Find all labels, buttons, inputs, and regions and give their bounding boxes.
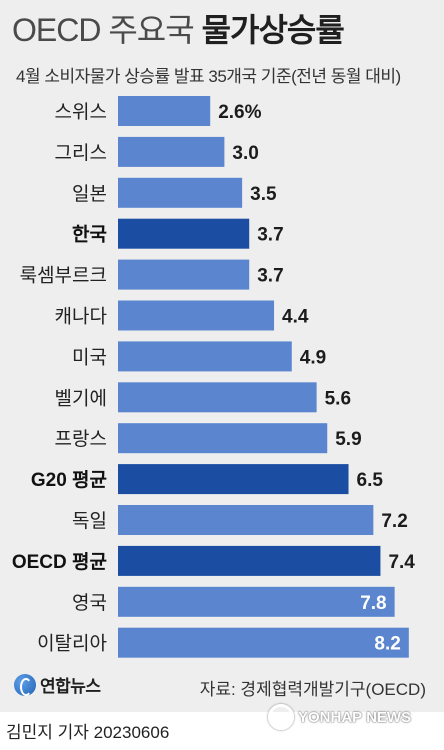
chart-subtitle: 4월 소비자물가 상승률 발표 35개국 기준(전년 동월 대비) [16,67,401,86]
publisher-logo: 연합뉴스 [14,672,101,697]
watermark-text: YONHAP NEWS [298,708,412,726]
category-label: 이탈리아 [37,633,107,655]
category-label: 일본 [72,183,107,205]
source-note: 자료: 경제협력개발기구(OECD) [199,680,426,699]
page-title: OECD 주요국 물가상승률 [12,8,345,52]
yonhap-logo-icon [14,673,36,696]
bar [118,545,381,576]
value-label: 7.2 [381,511,407,532]
value-label: 5.6 [325,388,351,409]
bar [118,505,374,535]
category-label: 한국 [72,224,107,246]
category-label: 미국 [72,346,107,368]
bar [118,300,275,331]
category-label: G20 평균 [31,469,107,491]
bar [118,586,395,617]
value-label: 5.9 [335,429,361,450]
value-label: 2.6% [218,102,261,123]
logo-text: 연합뉴스 [40,677,101,696]
category-label: 프랑스 [55,428,107,450]
yonhap-watermark-icon [268,704,294,730]
category-label: 그리스 [55,142,107,164]
title-bold: 물가상승률 [201,12,345,48]
category-label: 벨기에 [55,387,107,409]
value-label: 3.7 [257,266,283,287]
bar [118,464,349,495]
value-label: 6.5 [357,470,384,491]
category-label: 독일 [72,510,107,532]
value-label: 3.0 [232,143,258,164]
category-label: 캐나다 [55,306,107,328]
bar [118,218,250,249]
title-light: OECD 주요국 [12,12,195,48]
bar [118,382,317,413]
value-label: 4.9 [300,347,326,368]
value-label: 7.4 [388,552,415,573]
value-label: 4.4 [282,307,309,328]
watermark: YONHAP NEWS [268,704,411,730]
bar [118,341,292,372]
bar [118,423,328,454]
value-label: 8.2 [374,634,400,655]
value-label: 7.8 [360,593,386,614]
bar [118,136,225,167]
bar-chart: 스위스 2.6% 그리스 3.0 일본 3.5 한국 3.7 룩셈부르크 3.7 캐나다 4.4 미국 4… [12,96,415,658]
bar [118,96,211,126]
category-label: 영국 [72,592,107,614]
category-label: OECD 평균 [12,551,107,573]
bar [118,627,409,658]
bar [118,177,243,208]
category-label: 스위스 [55,101,107,123]
value-label: 3.7 [257,225,283,246]
byline: 김민지 기자 20230606 [6,723,170,742]
value-label: 3.5 [250,184,277,205]
category-label: 룩셈부르크 [20,265,107,287]
bar [118,259,250,290]
